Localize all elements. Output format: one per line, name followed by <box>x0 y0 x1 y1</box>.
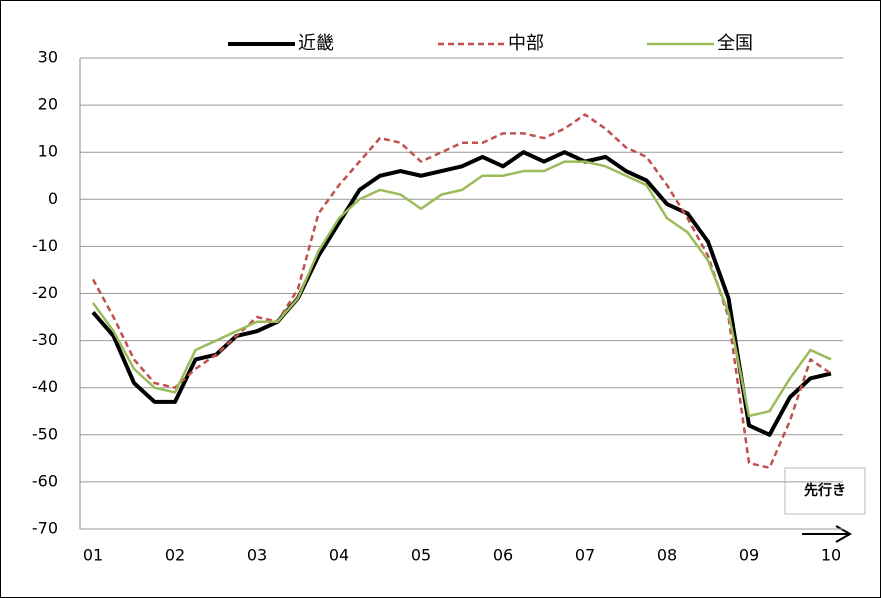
y-tick-label: -60 <box>32 471 58 490</box>
legend-label: 近畿 <box>298 33 334 54</box>
x-tick-label: 10 <box>821 546 841 565</box>
y-tick-label: -30 <box>32 330 58 349</box>
series-line <box>91 113 832 470</box>
x-tick-label: 03 <box>247 546 267 565</box>
y-tick-label: -50 <box>32 424 58 443</box>
legend-label: 中部 <box>508 33 544 54</box>
legend-label: 全国 <box>717 33 753 54</box>
y-tick-label: 20 <box>38 95 58 114</box>
y-tick-label: 30 <box>38 48 58 67</box>
y-tick-label: -70 <box>32 519 58 538</box>
annotation: 先行き <box>804 482 846 499</box>
x-tick-label: 09 <box>739 546 759 565</box>
y-tick-label: -10 <box>32 236 58 255</box>
x-tick-label: 01 <box>83 546 103 565</box>
y-tick-label: -40 <box>32 377 58 396</box>
series-line <box>91 160 832 418</box>
x-tick-label: 05 <box>411 546 431 565</box>
y-tick-label: 10 <box>38 142 58 161</box>
x-tick-label: 02 <box>165 546 185 565</box>
annotation-box <box>784 467 866 515</box>
x-tick-label: 06 <box>493 546 513 565</box>
x-tick-label: 04 <box>329 546 349 565</box>
y-tick-label: 0 <box>48 189 58 208</box>
y-tick-label: -20 <box>32 283 58 302</box>
x-tick-label: 07 <box>575 546 595 565</box>
x-tick-label: 08 <box>657 546 677 565</box>
